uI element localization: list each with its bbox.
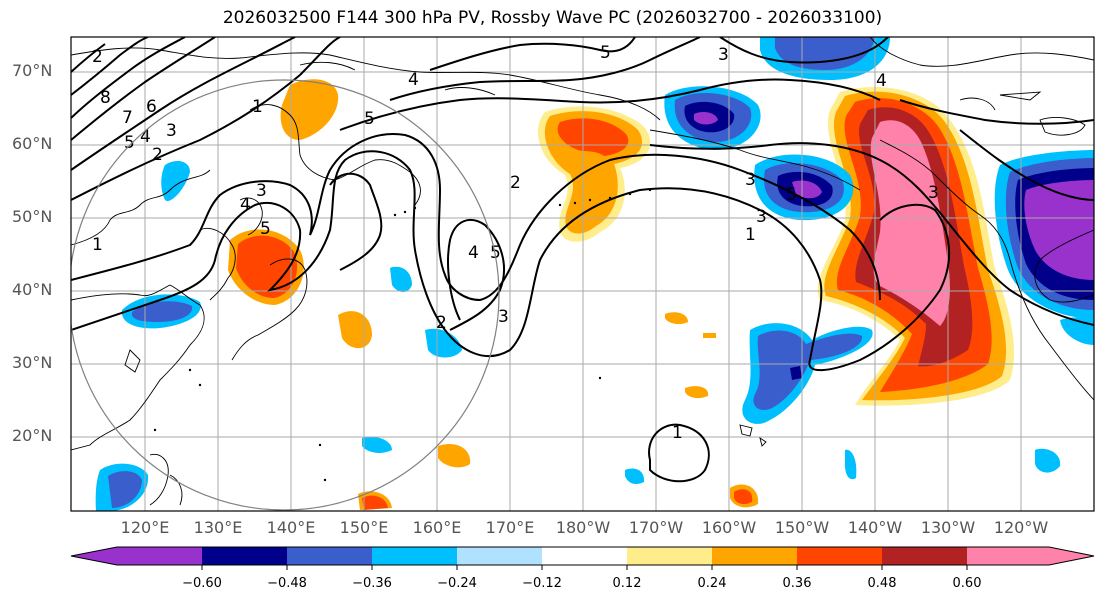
contour-label: 2 [436, 313, 447, 333]
colorbar-tick-label: 0.24 [697, 576, 727, 591]
contour-labels: 5 3 4 8 7 6 5 4 3 2 1 5 4 3 5 2 4 5 2 3 … [92, 43, 939, 443]
lat-label-70n: 70°N [12, 61, 53, 80]
contour-label: 4 [140, 127, 151, 147]
lon-label: 170°E [485, 518, 535, 537]
contour-label: 4 [408, 70, 419, 90]
contour-label: 3 [166, 121, 177, 141]
contour-label: 5 [124, 133, 135, 153]
colorbar-tick-label: −0.60 [182, 576, 222, 591]
lon-label: 120°E [120, 518, 170, 537]
map-title: 2026032500 F144 300 hPa PV, Rossby Wave … [222, 8, 883, 28]
contour-label: 8 [100, 88, 111, 108]
contour-label: 6 [146, 97, 157, 117]
lon-label: 140°E [266, 518, 316, 537]
colorbar-tick-label: −0.24 [437, 576, 477, 591]
lat-label-40n: 40°N [12, 280, 53, 299]
lon-label: 150°W [774, 518, 830, 537]
contour-label: 4 [468, 243, 479, 263]
contour-label: 3 [928, 183, 939, 203]
colorbar-tick-label: 0.48 [867, 576, 897, 591]
lon-label: 170°W [628, 518, 684, 537]
lat-label-30n: 30°N [12, 353, 53, 372]
coastlines [71, 37, 1094, 506]
map-gridlines [71, 37, 1094, 511]
lat-label-20n: 20°N [12, 426, 53, 445]
lon-label: 130°W [920, 518, 976, 537]
contour-label: 3 [256, 181, 267, 201]
colorbar-tick-label: −0.36 [352, 576, 392, 591]
lon-label: 130°E [193, 518, 243, 537]
lon-label: 120°W [993, 518, 1049, 537]
contour-label: 2 [152, 145, 163, 165]
lat-label-50n: 50°N [12, 207, 53, 226]
contour-label: 2 [92, 47, 103, 67]
lat-label-60n: 60°N [12, 134, 53, 153]
colorbar-tick-label: −0.12 [522, 576, 562, 591]
colorbar-tick-label: 0.60 [952, 576, 982, 591]
contour-label: 1 [92, 235, 103, 255]
lon-label: 150°E [339, 518, 389, 537]
lon-label: 160°E [412, 518, 462, 537]
colorbar-tick-label: −0.48 [267, 576, 307, 591]
contour-label: 5 [260, 219, 271, 239]
contour-label: 3 [498, 307, 509, 327]
lon-label: 140°W [847, 518, 903, 537]
pv-anomaly-shading [95, 37, 1094, 511]
lon-label: 180°W [555, 518, 611, 537]
contour-label: 5 [364, 109, 375, 129]
colorbar-extend-high [1049, 547, 1094, 565]
contour-label: 3 [718, 45, 729, 65]
pv-contours [71, 37, 1094, 483]
colorbar-tick-label: 0.36 [782, 576, 812, 591]
contour-label: 1 [672, 423, 683, 443]
contour-label: 1 [252, 97, 263, 117]
colorbar-extend-low [71, 547, 117, 565]
contour-label: 4 [240, 195, 251, 215]
contour-label: 3 [756, 207, 767, 227]
map-panel[interactable]: 5 3 4 8 7 6 5 4 3 2 1 5 4 3 5 2 4 5 2 3 … [69, 37, 1094, 511]
radius-circle [71, 79, 500, 511]
contour-label: 5 [600, 43, 611, 63]
contour-label: 3 [745, 170, 756, 190]
colorbar-tick-label: 0.12 [612, 576, 642, 591]
lon-label: 160°W [701, 518, 757, 537]
contour-label: 7 [122, 108, 133, 128]
colorbar [70, 546, 1095, 570]
island-dots [153, 188, 652, 482]
contour-label: 2 [510, 173, 521, 193]
map-frame [70, 36, 1095, 512]
contour-label: 1 [745, 225, 756, 245]
contour-label: 5 [786, 185, 797, 205]
contour-label: 4 [876, 71, 887, 91]
